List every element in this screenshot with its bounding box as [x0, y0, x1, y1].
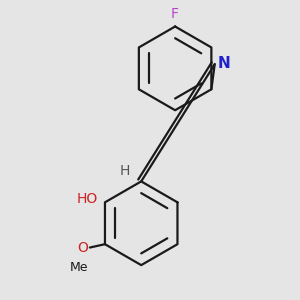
- Text: N: N: [218, 56, 231, 71]
- Text: H: H: [120, 164, 130, 178]
- Text: HO: HO: [77, 192, 98, 206]
- Text: F: F: [171, 7, 179, 21]
- Text: Me: Me: [70, 261, 88, 274]
- Text: O: O: [77, 241, 88, 254]
